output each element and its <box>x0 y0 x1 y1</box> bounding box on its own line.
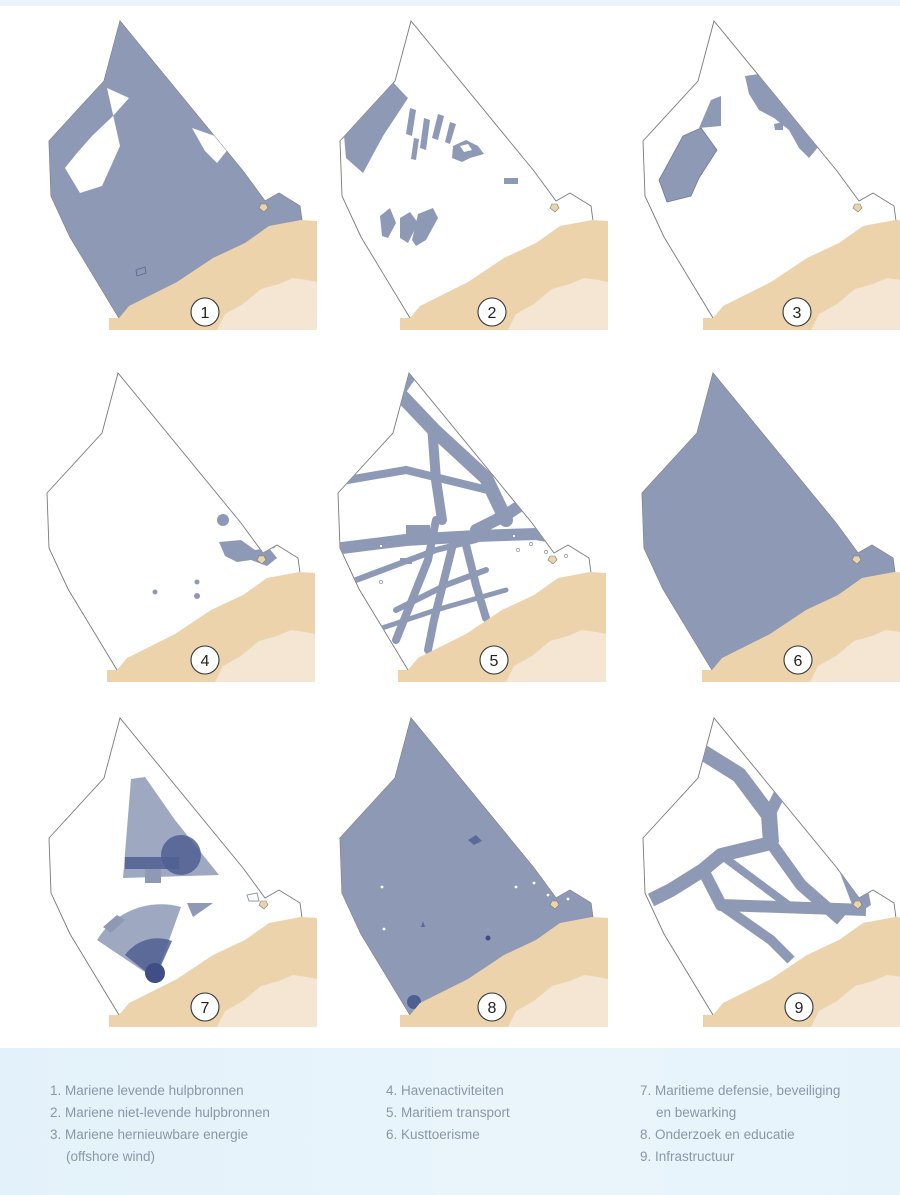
legend-column-2: 4. Havenactiviteiten 5. Maritiem transpo… <box>386 1080 510 1146</box>
legend-item-6: 6. Kusttoerisme <box>386 1127 480 1142</box>
legend-item-3: 3. Mariene hernieuwbare energie <box>50 1127 249 1142</box>
legend-item-7-continuation: en bewarking <box>656 1105 737 1120</box>
panel-number-badge <box>784 992 814 1022</box>
panel-number: 6 <box>794 653 803 670</box>
panel-number: 7 <box>201 1000 210 1017</box>
legend-item-7: 7. Maritieme defensie, beveiliging <box>640 1083 841 1098</box>
panel-number-badge <box>190 645 220 675</box>
panel-number-badge <box>477 992 507 1022</box>
legend-column-3: 7. Maritieme defensie, beveiliging en be… <box>640 1080 840 1168</box>
panel-number: 1 <box>201 305 210 322</box>
map-grid: 1 2 <box>46 20 900 1027</box>
panel-number: 5 <box>490 653 499 670</box>
legend-item-3-continuation: (offshore wind) <box>66 1149 156 1164</box>
panel-number-badge <box>479 645 509 675</box>
panel-number-badge <box>477 297 507 327</box>
map-panel-3: 3 <box>642 20 900 330</box>
map-panel-8: 8 <box>339 717 608 1027</box>
map-panel-1: 1 <box>48 20 317 330</box>
legend: 1. Mariene levende hulpbronnen 2. Marien… <box>0 1048 900 1195</box>
map-panel-4: 4 <box>46 372 315 682</box>
frame-top <box>0 0 900 6</box>
panel-number-badge <box>782 297 812 327</box>
legend-item-8: 8. Onderzoek en educatie <box>640 1127 795 1142</box>
legend-item-9: 9. Infrastructuur <box>640 1149 735 1164</box>
panel-number: 8 <box>488 1000 497 1017</box>
panel-number: 2 <box>488 305 497 322</box>
panel-number-badge <box>783 645 813 675</box>
map-panel-6: 6 <box>641 372 900 682</box>
legend-column-1: 1. Mariene levende hulpbronnen 2. Marien… <box>50 1080 270 1168</box>
legend-item-5: 5. Maritiem transport <box>386 1105 510 1120</box>
legend-item-2: 2. Mariene niet-levende hulpbronnen <box>50 1105 270 1120</box>
panel-number: 9 <box>795 1000 804 1017</box>
map-panel-5: 5 <box>337 372 606 682</box>
legend-item-4: 4. Havenactiviteiten <box>386 1083 504 1098</box>
map-panel-7: 7 <box>48 717 317 1027</box>
panel-number: 4 <box>201 653 210 670</box>
panel-number: 3 <box>793 305 802 322</box>
panel-number-badge <box>190 297 220 327</box>
legend-item-1: 1. Mariene levende hulpbronnen <box>50 1083 244 1098</box>
map-panel-2: 2 <box>339 20 608 330</box>
panel-number-badge <box>190 992 220 1022</box>
map-panel-9: 9 <box>642 717 900 1027</box>
figure: 1 2 <box>0 0 900 1027</box>
